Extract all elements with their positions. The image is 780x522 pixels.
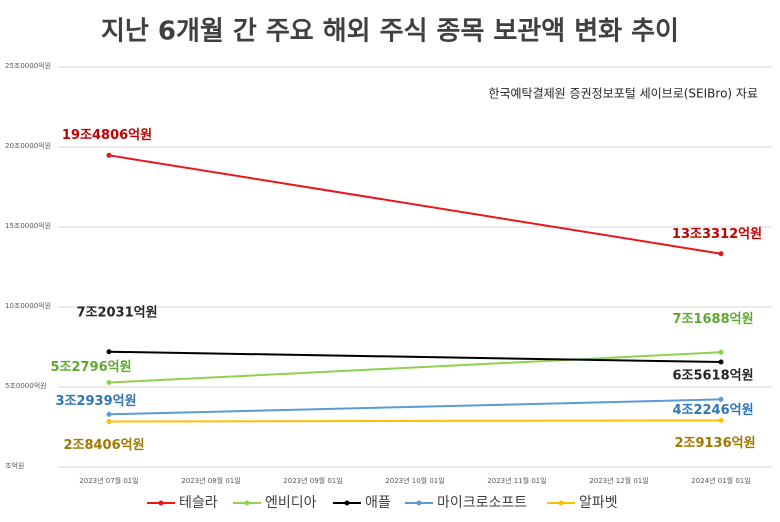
x-tick-label: 2023년 11월 01일 bbox=[487, 476, 546, 485]
legend-swatch bbox=[158, 500, 164, 506]
y-tick-label: 20조0000억원 bbox=[5, 141, 51, 150]
y-tick-label: 15조0000억원 bbox=[5, 221, 51, 230]
x-tick-label: 2024년 01월 01일 bbox=[691, 476, 750, 485]
data-label: 7조2031억원 bbox=[76, 305, 157, 320]
data-point bbox=[718, 417, 724, 423]
legend-label: 엔비디아 bbox=[265, 495, 317, 511]
y-tick-label: 25조0000억원 bbox=[5, 61, 51, 70]
legend-label: 알파벳 bbox=[579, 495, 618, 511]
data-point bbox=[718, 359, 724, 365]
data-label: 7조1688억원 bbox=[672, 312, 753, 327]
series-line bbox=[108, 351, 722, 384]
data-point bbox=[106, 419, 112, 425]
legend-label: 마이크로소프트 bbox=[437, 495, 527, 511]
data-label: 2조9136억원 bbox=[674, 436, 755, 451]
data-point bbox=[106, 152, 112, 158]
series-line bbox=[108, 154, 722, 255]
data-label: 3조2939억원 bbox=[55, 394, 136, 409]
series-line bbox=[108, 398, 722, 416]
data-label: 4조2246억원 bbox=[672, 403, 753, 418]
series-line bbox=[108, 419, 722, 423]
data-point bbox=[718, 349, 724, 355]
data-label: 19조4806억원 bbox=[62, 128, 152, 143]
y-tick-label: 5조0000억원 bbox=[5, 381, 47, 390]
data-label: 2조8406억원 bbox=[63, 438, 144, 453]
legend-swatch bbox=[344, 500, 350, 506]
legend-swatch bbox=[558, 500, 564, 506]
y-tick-label: 10조0000억원 bbox=[5, 301, 51, 310]
data-label: 5조2796억원 bbox=[50, 360, 131, 375]
chart-title: 지난 6개월 간 주요 해외 주식 종목 보관액 변화 추이 bbox=[101, 17, 679, 47]
y-tick-label: 조억원 bbox=[5, 461, 24, 470]
data-label: 6조5618억원 bbox=[672, 369, 753, 384]
data-label: 13조3312억원 bbox=[672, 227, 762, 242]
x-tick-label: 2023년 12월 01일 bbox=[589, 476, 648, 485]
legend-label: 애플 bbox=[365, 495, 391, 511]
x-tick-label: 2023년 07월 01일 bbox=[79, 476, 138, 485]
legend-swatch bbox=[416, 500, 422, 506]
data-point bbox=[106, 380, 112, 386]
data-point bbox=[718, 396, 724, 402]
legend-swatch bbox=[244, 500, 250, 506]
series-line bbox=[108, 350, 722, 364]
legend-label: 테슬라 bbox=[179, 495, 218, 511]
x-tick-label: 2023년 10월 01일 bbox=[385, 476, 444, 485]
x-tick-label: 2023년 08월 01일 bbox=[181, 476, 240, 485]
data-point bbox=[106, 349, 112, 355]
data-point bbox=[106, 411, 112, 417]
data-point bbox=[718, 251, 724, 257]
x-tick-label: 2023년 09월 01일 bbox=[283, 476, 342, 485]
chart-subtitle: 한국예탁결제원 증권정보포털 세이브로(SEIBro) 자료 bbox=[488, 87, 758, 101]
